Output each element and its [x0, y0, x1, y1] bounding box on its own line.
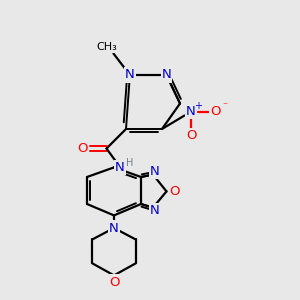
Text: O: O	[109, 275, 119, 289]
Text: N: N	[186, 105, 196, 119]
Text: ⁻: ⁻	[222, 101, 227, 112]
Text: O: O	[169, 185, 179, 198]
Text: H: H	[126, 158, 133, 168]
Text: N: N	[162, 68, 171, 82]
Text: O: O	[186, 129, 196, 142]
Text: +: +	[194, 101, 202, 111]
Text: N: N	[115, 160, 125, 174]
Text: O: O	[77, 142, 88, 155]
Text: N: N	[109, 221, 119, 235]
Text: N: N	[125, 68, 135, 82]
Text: N: N	[150, 165, 159, 178]
Text: O: O	[211, 105, 221, 119]
Text: N: N	[150, 204, 159, 217]
Text: CH₃: CH₃	[96, 42, 117, 52]
